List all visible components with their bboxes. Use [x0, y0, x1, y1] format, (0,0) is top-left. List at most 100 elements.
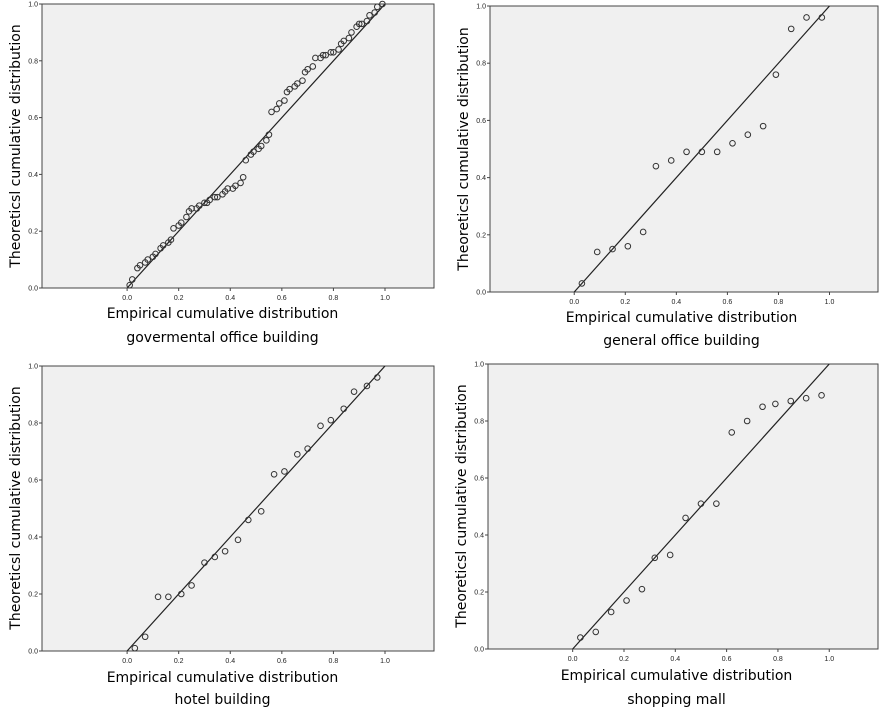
x-tick-label: 0.4: [670, 656, 680, 663]
data-point: [713, 500, 720, 507]
data-point: [294, 451, 301, 458]
data-point: [270, 471, 278, 478]
data-point: [281, 97, 288, 104]
data-point: [818, 14, 826, 21]
data-point: [257, 508, 265, 515]
data-point: [273, 105, 280, 113]
y-tick-label: 0.4: [28, 535, 38, 542]
data-point: [787, 397, 795, 405]
data-point: [802, 394, 810, 402]
data-point: [188, 582, 195, 589]
data-point: [578, 280, 586, 287]
y-tick-label: 1.0: [28, 364, 38, 371]
data-point: [317, 422, 324, 430]
data-point: [355, 20, 363, 28]
qq-panel-shopping-mall: 0.0 0.2 0.4 0.6 0.8 1.0 0.0 0.2 0.4 0.6 0.8 1.0 Theo…: [444, 356, 887, 712]
data-point: [309, 63, 317, 70]
y-tick-label: 0.4: [474, 533, 484, 540]
y-tick-label: 0.0: [476, 290, 486, 297]
x-tick-label: 1.0: [380, 658, 390, 665]
plot-area: [41, 365, 435, 652]
chart-svg: 0.0 0.2 0.4 0.6 0.8 1.0 0.0 0.2 0.4 0.6 0.8 1.0 Theo…: [8, 0, 435, 302]
x-tick-label: 0.6: [723, 299, 733, 306]
data-point: [154, 593, 162, 601]
data-point: [759, 403, 766, 411]
chart-svg: 0.0 0.2 0.4 0.6 0.8 1.0 0.0 0.2 0.4 0.6 0.8 1.0 Theo…: [456, 4, 879, 306]
data-point: [358, 20, 366, 28]
y-tick-label: 0.2: [28, 592, 38, 599]
data-point: [319, 51, 327, 59]
data-point: [196, 202, 203, 209]
data-point: [363, 17, 371, 25]
data-point: [206, 196, 213, 204]
y-tick-label: 0.8: [474, 419, 484, 426]
x-tick-label: 0.0: [122, 295, 132, 302]
x-tick-label: 0.8: [774, 299, 784, 306]
data-point: [211, 553, 219, 561]
data-point: [667, 157, 675, 164]
y-tick-label: 0.2: [476, 232, 486, 239]
y-tick-label: 0.6: [476, 118, 486, 125]
data-point: [373, 374, 381, 381]
data-point: [683, 148, 690, 156]
chart-subtitle: hotel building: [174, 692, 271, 708]
data-point: [698, 148, 706, 156]
y-tick-label: 0.2: [474, 590, 484, 597]
data-point: [159, 242, 167, 249]
data-point: [304, 66, 311, 73]
data-point: [666, 551, 674, 559]
chart-subtitle: shopping mall: [627, 692, 726, 708]
data-point: [322, 51, 329, 59]
data-point: [263, 137, 270, 144]
data-point: [759, 122, 767, 130]
data-point: [245, 516, 252, 524]
data-point: [144, 256, 152, 263]
x-tick-label: 0.0: [569, 299, 579, 306]
data-point: [257, 142, 265, 150]
data-point: [131, 644, 139, 652]
y-axis-label: Theoreticsl cumulative distribution: [8, 24, 24, 268]
data-point: [214, 193, 221, 201]
x-tick-label: 0.0: [122, 658, 132, 665]
data-point: [250, 148, 257, 155]
data-point: [787, 25, 795, 33]
y-tick-label: 0.6: [474, 476, 484, 483]
qq-panel-general-office: 0.0 0.2 0.4 0.6 0.8 1.0 0.0 0.2 0.4 0.6 0.8 1.0 Theo…: [444, 0, 887, 356]
y-tick-label: 0.6: [28, 115, 38, 122]
data-point: [141, 633, 149, 641]
y-tick-label: 1.0: [474, 362, 484, 369]
y-tick-label: 0.6: [28, 478, 38, 485]
data-point: [170, 225, 177, 232]
x-tick-label: 0.8: [773, 656, 783, 663]
data-point: [330, 48, 337, 56]
plot-area: [41, 3, 435, 289]
data-point: [281, 468, 288, 475]
x-tick-label: 1.0: [380, 295, 390, 302]
y-tick-label: 0.0: [28, 286, 38, 293]
data-point: [126, 281, 133, 289]
data-point: [652, 162, 660, 170]
plot-area: [487, 363, 879, 650]
x-tick-label: 1.0: [824, 656, 834, 663]
data-point: [128, 276, 136, 283]
data-point: [607, 608, 615, 616]
data-point: [743, 417, 751, 425]
data-point: [242, 156, 250, 164]
data-point: [593, 248, 601, 256]
x-tick-label: 0.6: [277, 658, 287, 665]
data-point: [366, 12, 373, 19]
data-point: [744, 131, 752, 138]
data-point: [327, 416, 335, 424]
data-point: [728, 429, 736, 436]
data-point: [340, 405, 348, 413]
data-point: [803, 14, 810, 21]
chart-svg: 0.0 0.2 0.4 0.6 0.8 1.0 0.0 0.2 0.4 0.6 0.8 1.0 Theo…: [8, 364, 435, 665]
data-point: [682, 514, 689, 522]
data-point: [379, 0, 386, 8]
x-tick-label: 0.4: [671, 299, 681, 306]
data-point: [623, 597, 630, 604]
data-point: [294, 80, 301, 87]
data-point: [340, 37, 348, 45]
data-point: [335, 46, 342, 53]
y-tick-label: 0.2: [28, 229, 38, 236]
